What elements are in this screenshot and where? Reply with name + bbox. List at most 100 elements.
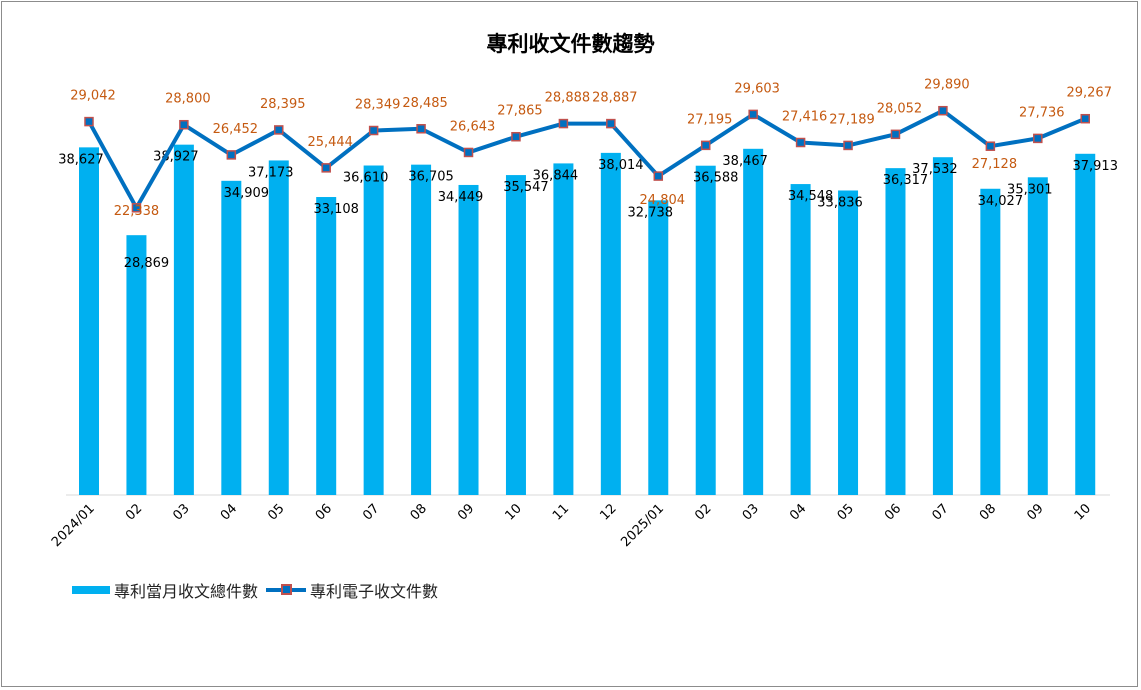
- line-marker: [417, 125, 425, 133]
- bar: [174, 145, 194, 495]
- line-data-label: 28,888: [545, 91, 591, 106]
- bar-data-label: 38,014: [598, 158, 644, 173]
- x-tick-label: 04: [218, 501, 240, 523]
- line-data-label: 28,485: [402, 96, 448, 111]
- bar-data-label: 36,705: [408, 170, 454, 185]
- line-marker: [227, 151, 235, 159]
- bar: [885, 168, 905, 495]
- line-data-label: 29,267: [1066, 86, 1112, 101]
- bar: [506, 175, 526, 495]
- bar-data-label: 37,532: [912, 162, 958, 177]
- bar: [743, 149, 763, 495]
- x-tick-label: 10: [1072, 501, 1094, 523]
- line-data-label: 27,736: [1019, 105, 1065, 120]
- line-data-label: 25,444: [307, 135, 353, 150]
- line-data-label: 29,603: [734, 81, 780, 96]
- x-tick-label: 02: [123, 501, 145, 523]
- line-marker: [1034, 134, 1042, 142]
- bar-data-label: 36,844: [533, 168, 579, 183]
- line-marker: [370, 127, 378, 135]
- line-marker: [322, 164, 330, 172]
- bar-data-label: 34,449: [438, 190, 484, 205]
- legend: 專利當月收文總件數 專利電子收文件數: [72, 578, 446, 602]
- bar-data-label: 37,173: [248, 165, 294, 180]
- x-tick-label: 09: [1024, 501, 1046, 523]
- line-data-label: 28,052: [877, 101, 923, 116]
- bar: [1075, 154, 1095, 495]
- x-tick-label: 06: [882, 501, 904, 523]
- bar: [79, 147, 99, 495]
- line-marker: [891, 130, 899, 138]
- line-data-label: 27,195: [687, 112, 733, 127]
- bar-data-label: 33,836: [817, 195, 863, 210]
- x-tick-label: 03: [170, 501, 192, 523]
- bar-data-label: 34,909: [224, 186, 270, 201]
- x-tick-label: 2024/01: [49, 501, 98, 550]
- line-marker: [986, 142, 994, 150]
- bar: [648, 200, 668, 495]
- bar: [221, 181, 241, 495]
- bar-data-label: 36,588: [693, 171, 739, 186]
- x-tick-label: 12: [597, 501, 619, 523]
- bar-data-label: 38,927: [153, 150, 199, 165]
- bar-data-label: 35,301: [1007, 182, 1053, 197]
- line-marker: [607, 120, 615, 128]
- line-marker: [512, 133, 520, 141]
- bar: [980, 189, 1000, 495]
- legend-bar-swatch: [72, 586, 110, 594]
- bar-data-label: 38,467: [722, 154, 768, 169]
- line-marker: [939, 107, 947, 115]
- bar: [1028, 177, 1048, 495]
- x-tick-label: 04: [787, 501, 809, 523]
- line-data-label: 28,800: [165, 92, 211, 107]
- bar: [364, 166, 384, 495]
- line-data-label: 27,416: [782, 110, 828, 125]
- line-data-label: 22,338: [114, 204, 160, 219]
- bar: [838, 190, 858, 495]
- line-data-label: 28,395: [260, 97, 306, 112]
- bar: [696, 166, 716, 495]
- legend-item-bar[interactable]: 專利當月收文總件數: [72, 578, 258, 602]
- x-tick-label: 06: [313, 501, 335, 523]
- legend-line-swatch: [266, 588, 306, 592]
- x-tick-label: 08: [977, 501, 999, 523]
- x-tick-label: 07: [360, 501, 382, 523]
- line-marker: [275, 126, 283, 134]
- bar-data-label: 33,108: [313, 202, 359, 217]
- line-data-label: 24,804: [640, 193, 686, 208]
- line-data-label: 28,887: [592, 91, 638, 106]
- bar: [269, 160, 289, 495]
- x-tick-label: 05: [835, 501, 857, 523]
- x-tick-label: 05: [265, 501, 287, 523]
- x-tick-label: 10: [502, 501, 524, 523]
- line-marker: [559, 120, 567, 128]
- legend-item-line[interactable]: 專利電子收文件數: [266, 578, 438, 602]
- legend-bar-label: 專利當月收文總件數: [114, 578, 258, 602]
- line-data-label: 26,643: [450, 119, 496, 134]
- x-tick-label: 11: [550, 501, 572, 523]
- x-tick-label: 03: [740, 501, 762, 523]
- line-data-label: 27,189: [829, 112, 875, 127]
- x-tick-label: 07: [929, 501, 951, 523]
- line-data-label: 28,349: [355, 98, 401, 113]
- line-marker: [465, 148, 473, 156]
- bar: [553, 163, 573, 495]
- line-marker: [1081, 115, 1089, 123]
- line-marker: [702, 141, 710, 149]
- bar: [411, 165, 431, 495]
- bar: [933, 157, 953, 495]
- bar: [316, 197, 336, 495]
- bar-data-label: 36,610: [343, 171, 389, 186]
- bar-data-label: 38,627: [58, 152, 104, 167]
- line-marker: [749, 110, 757, 118]
- line-marker: [797, 139, 805, 147]
- line-data-label: 26,452: [213, 122, 259, 137]
- bar: [791, 184, 811, 495]
- line-data-label: 27,128: [972, 157, 1018, 172]
- line-marker: [654, 172, 662, 180]
- bar-data-label: 28,869: [124, 256, 170, 271]
- line-marker: [180, 121, 188, 129]
- bar: [126, 235, 146, 495]
- bar: [459, 185, 479, 495]
- x-tick-label: 02: [692, 501, 714, 523]
